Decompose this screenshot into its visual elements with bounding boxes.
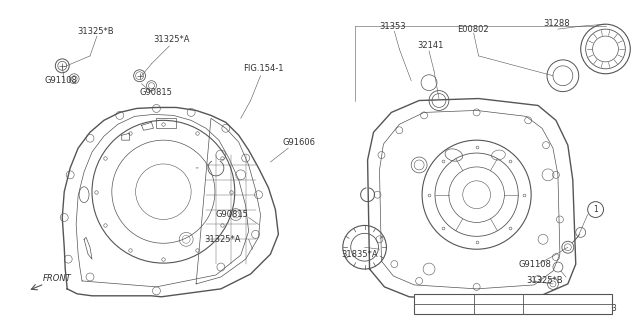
Text: 31325*B: 31325*B [526, 276, 563, 285]
Text: 1: 1 [442, 296, 446, 301]
Text: G90815: G90815 [140, 88, 172, 97]
Text: 31325*A: 31325*A [154, 35, 190, 44]
Text: 1: 1 [442, 306, 446, 311]
Circle shape [588, 202, 604, 218]
Text: A154001483: A154001483 [569, 304, 618, 313]
Text: 31325*B: 31325*B [77, 27, 114, 36]
Text: G91108: G91108 [518, 260, 551, 268]
Text: 32141: 32141 [417, 42, 444, 51]
Text: J20888: J20888 [485, 304, 511, 313]
Circle shape [440, 305, 447, 312]
Text: ( -'16MY1509): ( -'16MY1509) [541, 294, 595, 303]
Text: G91108: G91108 [44, 76, 77, 85]
Text: 31325*A: 31325*A [204, 235, 241, 244]
Text: ('16MY1509- ): ('16MY1509- ) [541, 304, 595, 313]
Text: J20831: J20831 [485, 294, 511, 303]
Bar [414, 294, 612, 314]
Text: 31835*A: 31835*A [341, 250, 378, 259]
Text: 31353: 31353 [380, 22, 406, 31]
Text: 31288: 31288 [543, 19, 570, 28]
Text: FRONT: FRONT [42, 275, 71, 284]
Text: G90815: G90815 [216, 210, 248, 219]
Text: G91606: G91606 [282, 138, 316, 147]
Text: FIG.154-1: FIG.154-1 [243, 64, 283, 73]
Circle shape [440, 295, 447, 302]
Text: 1: 1 [593, 205, 598, 214]
Text: E00802: E00802 [457, 25, 488, 34]
